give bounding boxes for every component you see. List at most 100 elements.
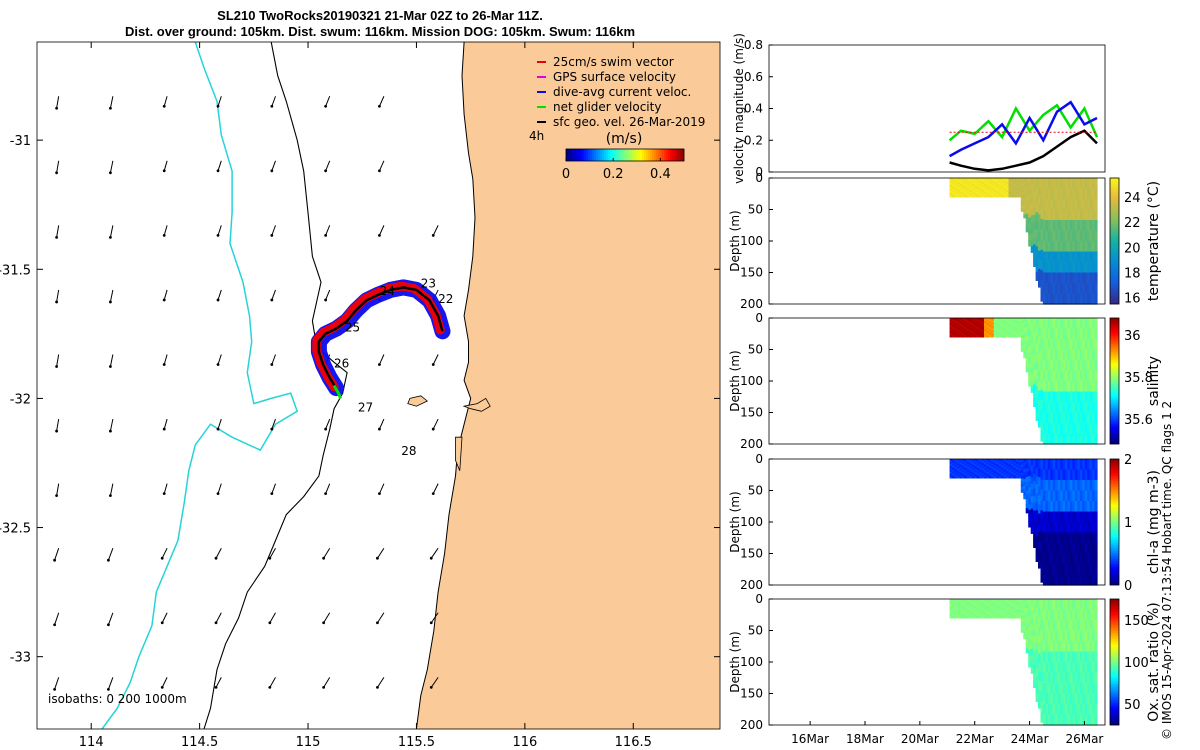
salinity-cell [1013,335,1017,338]
oxygen-cell [966,599,970,602]
chl-a-cell [971,476,975,479]
temperature-cell [969,195,973,198]
temperature-cell [988,184,992,187]
salinity-cell [1067,433,1071,445]
chl-a-cell [959,466,963,470]
chl-a-cell [1052,459,1056,471]
chl-a-cell [961,463,965,466]
salinity-cell [969,321,973,324]
chl-a-cell [1042,543,1046,555]
salinity-cell [1038,318,1042,328]
chl-a-cell [1055,564,1059,576]
oxygen-colorbar-segment [1110,627,1119,630]
salinity-colorbar-segment [1110,440,1119,443]
chl-a-cell [988,474,992,477]
chl-a-cell [1028,459,1032,466]
oxygen-cell [1074,714,1078,726]
temperature-cell [1035,195,1039,205]
oxygen-cell [954,616,958,619]
chl-a-cell [1042,532,1046,544]
salinity-cell [954,333,958,336]
temperature-cell [993,181,997,184]
temperature-cell [1008,189,1012,192]
oxygen-cell [971,614,975,617]
chl-a-cell [998,473,1002,476]
velocity-arrow [109,418,114,432]
salinity-ytick-label: 150 [740,406,763,420]
chl-a-cell [974,476,978,479]
oxygen-cell [1047,620,1051,632]
oxygen-cell [971,613,975,616]
chl-a-cell [1070,532,1074,544]
salinity-cell [1018,332,1022,335]
chl-a-cell [969,466,973,470]
salinity-cell [1057,339,1061,351]
oxygen-cell [986,606,990,610]
colorbar-segment [634,149,637,161]
salinity-cell [1079,360,1083,372]
colorbar-segment [638,149,641,161]
chl-a-cell [984,459,988,462]
oxygen-cell [979,600,983,603]
salinity-colorbar-segment [1110,362,1119,365]
temperature-cell [1015,189,1019,192]
temperature-cell [1050,178,1054,190]
chl-a-colorbar-segment [1110,493,1119,496]
chl-a-cell [1023,478,1027,483]
chl-a-cell [1055,574,1059,586]
salinity-cell [979,330,983,333]
temperature-cell [1055,209,1059,221]
oxygen-cell [1067,672,1071,684]
temperature-cell [1079,293,1083,305]
chl-a-cell [949,463,953,466]
chl-a-cell [976,465,980,468]
temperature-cell [1047,272,1051,284]
oxygen-cell [1038,644,1042,655]
salinity-cell [959,329,963,332]
oxygen-cell [984,603,988,606]
temperature-cell [993,189,997,192]
chl-a-cell [1072,574,1076,586]
temperature-cell [1013,182,1017,185]
chl-a-cell [1062,511,1066,523]
temperature-ytick-label: 150 [740,266,763,280]
chl-a-cell [1045,501,1049,513]
temperature-cell [954,187,958,190]
salinity-cell [964,332,968,335]
chl-a-cell [998,466,1002,470]
oxygen-cell [1094,651,1098,663]
chl-a-cell [1077,522,1081,534]
salinity-cell [1094,339,1098,351]
velocity-arrow [432,354,439,365]
salinity-cell [1008,318,1012,321]
oxygen-cell [1018,613,1022,616]
oxygen-cell [1028,610,1032,617]
chl-a-colorbar-segment [1110,473,1119,476]
chl-a-cell [1062,469,1066,481]
temperature-cell [979,182,983,185]
temperature-colorbar-tick-label: 18 [1124,267,1141,282]
chl-a-cell [1057,511,1061,523]
velocity-arrow [430,677,439,688]
temperature-cell [969,185,973,189]
salinity-cell [986,321,990,324]
chl-a-cell [1052,469,1056,481]
temperature-cell [952,181,956,184]
temperature-cell [952,189,956,192]
temperature-cell [964,187,968,190]
oxygen-cell [1079,651,1083,663]
oxygen-cell [956,599,960,602]
temperature-cell [964,179,968,182]
oxygen-cell [1013,600,1017,603]
chl-a-cell [1001,474,1005,477]
temperature-cell [1025,191,1029,197]
chl-a-cell [1062,459,1066,471]
salinity-cell [979,329,983,332]
salinity-cell [1094,328,1098,340]
temperature-cell [979,190,983,193]
oxygen-cell [998,600,1002,603]
oxygen-cell [971,603,975,606]
temperature-cell [1062,293,1066,305]
oxygen-cell [1087,609,1091,621]
oxygen-cell [959,613,963,616]
